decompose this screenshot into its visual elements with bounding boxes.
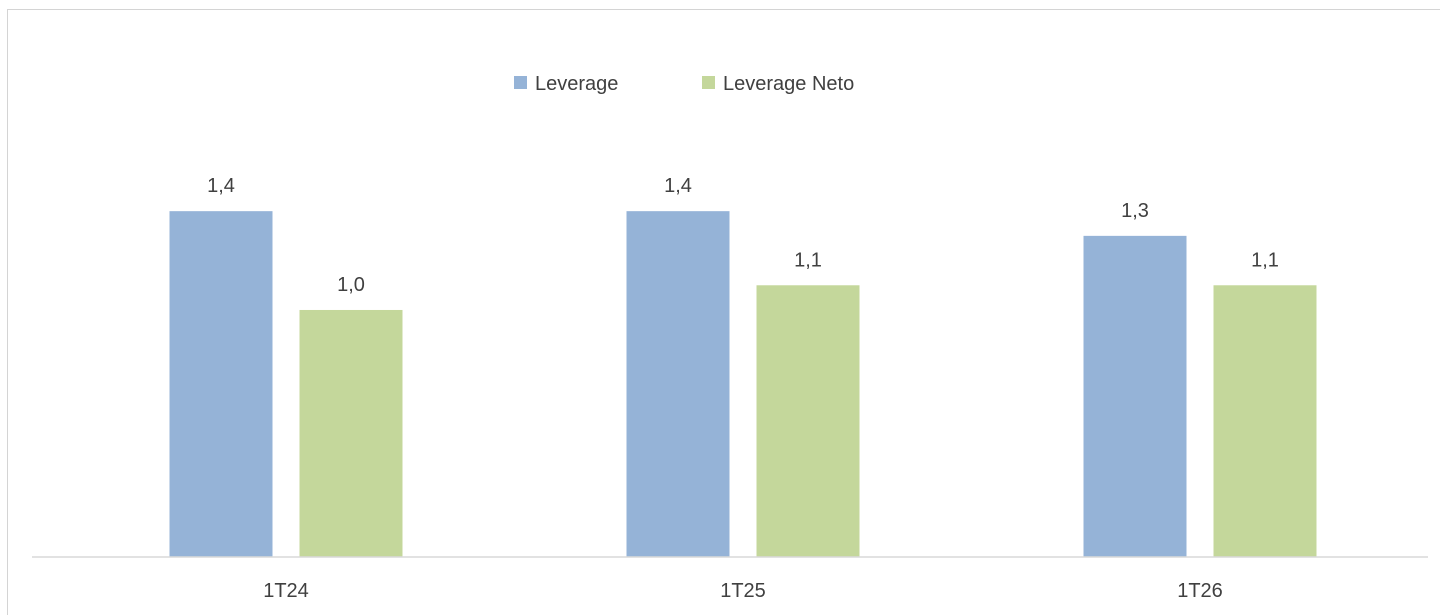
legend-label-leverage-neto: Leverage Neto — [723, 73, 854, 95]
bar-1t24-leverage-neto — [299, 309, 403, 557]
category-label-1t26: 1T26 — [1177, 580, 1223, 602]
category-label-1t25: 1T25 — [720, 580, 766, 602]
bar-1t24-leverage — [169, 211, 273, 557]
legend: Leverage Leverage Neto — [514, 73, 854, 95]
category-labels: 1T24 1T25 1T26 — [263, 580, 1223, 602]
data-label-1t24-leverage-neto: 1,0 — [337, 274, 365, 296]
data-label-1t24-leverage: 1,4 — [207, 175, 235, 197]
legend-swatch-leverage — [514, 76, 527, 89]
bar-1t26-leverage — [1083, 235, 1187, 557]
bar-1t25-leverage — [626, 211, 730, 557]
data-label-1t26-leverage-neto: 1,1 — [1251, 249, 1279, 271]
bars — [169, 211, 1317, 557]
bar-1t26-leverage-neto — [1213, 285, 1317, 557]
data-label-1t25-leverage-neto: 1,1 — [794, 249, 822, 271]
data-label-1t26-leverage: 1,3 — [1121, 200, 1149, 222]
legend-swatch-leverage-neto — [702, 76, 715, 89]
data-label-1t25-leverage: 1,4 — [664, 175, 692, 197]
category-label-1t24: 1T24 — [263, 580, 309, 602]
legend-label-leverage: Leverage — [535, 73, 618, 95]
bar-1t25-leverage-neto — [756, 285, 860, 557]
data-labels: 1,4 1,0 1,4 1,1 1,3 1,1 — [207, 175, 1279, 296]
chart-frame — [7, 9, 1440, 615]
